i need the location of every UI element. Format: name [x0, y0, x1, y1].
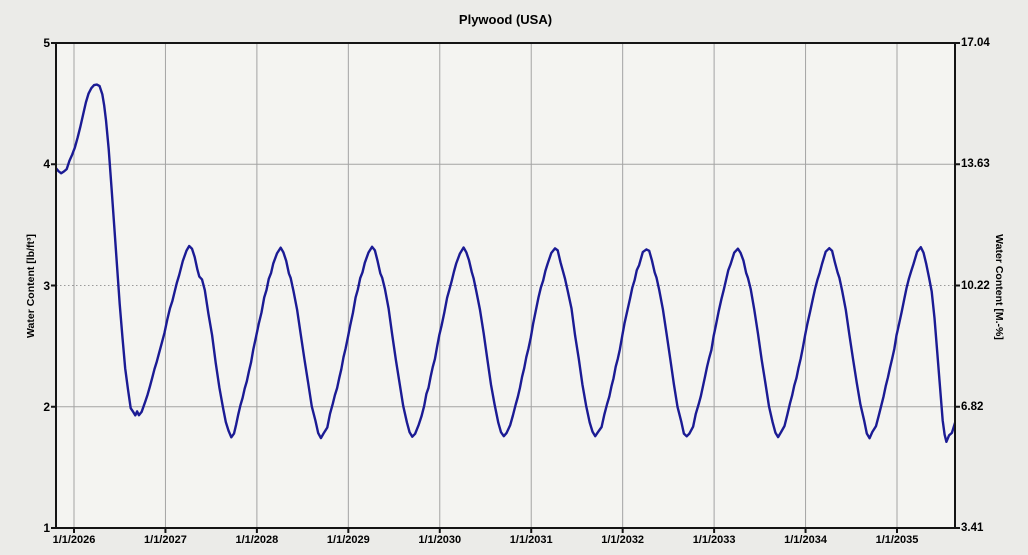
x-tick-label: 1/1/2031	[509, 534, 553, 546]
x-tick-label: 1/1/2026	[52, 534, 96, 546]
x-tick-label: 1/1/2035	[875, 534, 919, 546]
series-line	[56, 83, 955, 443]
left-y-tick-label: 3	[43, 278, 50, 293]
right-y-tick-label: 3.41	[961, 522, 984, 534]
right-y-tick-label: 10.22	[961, 279, 990, 292]
left-y-tick-label: 4	[43, 157, 50, 172]
left-y-tick-label: 5	[43, 36, 50, 50]
x-tick-label: 1/1/2027	[144, 534, 187, 546]
x-tick-label: 1/1/2030	[418, 534, 462, 546]
left-y-tick-label: 2	[43, 399, 50, 414]
x-tick-label: 1/1/2033	[692, 534, 736, 546]
x-tick-label: 1/1/2032	[601, 534, 645, 546]
chart-title: Plywood (USA)	[458, 12, 553, 27]
right-y-tick-label: 13.63	[961, 158, 990, 171]
left-y-tick-label: 1	[43, 521, 50, 535]
right-y-tick-label: 6.82	[961, 400, 984, 413]
right-y-tick-label: 17.04	[961, 37, 990, 49]
x-tick-label: 1/1/2034	[784, 534, 827, 546]
x-tick-label: 1/1/2029	[326, 534, 370, 546]
x-tick-label: 1/1/2028	[235, 534, 279, 546]
